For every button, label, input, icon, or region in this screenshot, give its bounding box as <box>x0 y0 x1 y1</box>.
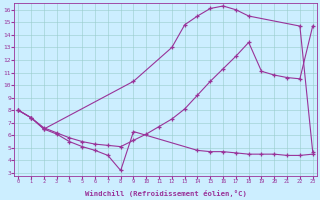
X-axis label: Windchill (Refroidissement éolien,°C): Windchill (Refroidissement éolien,°C) <box>84 190 246 197</box>
